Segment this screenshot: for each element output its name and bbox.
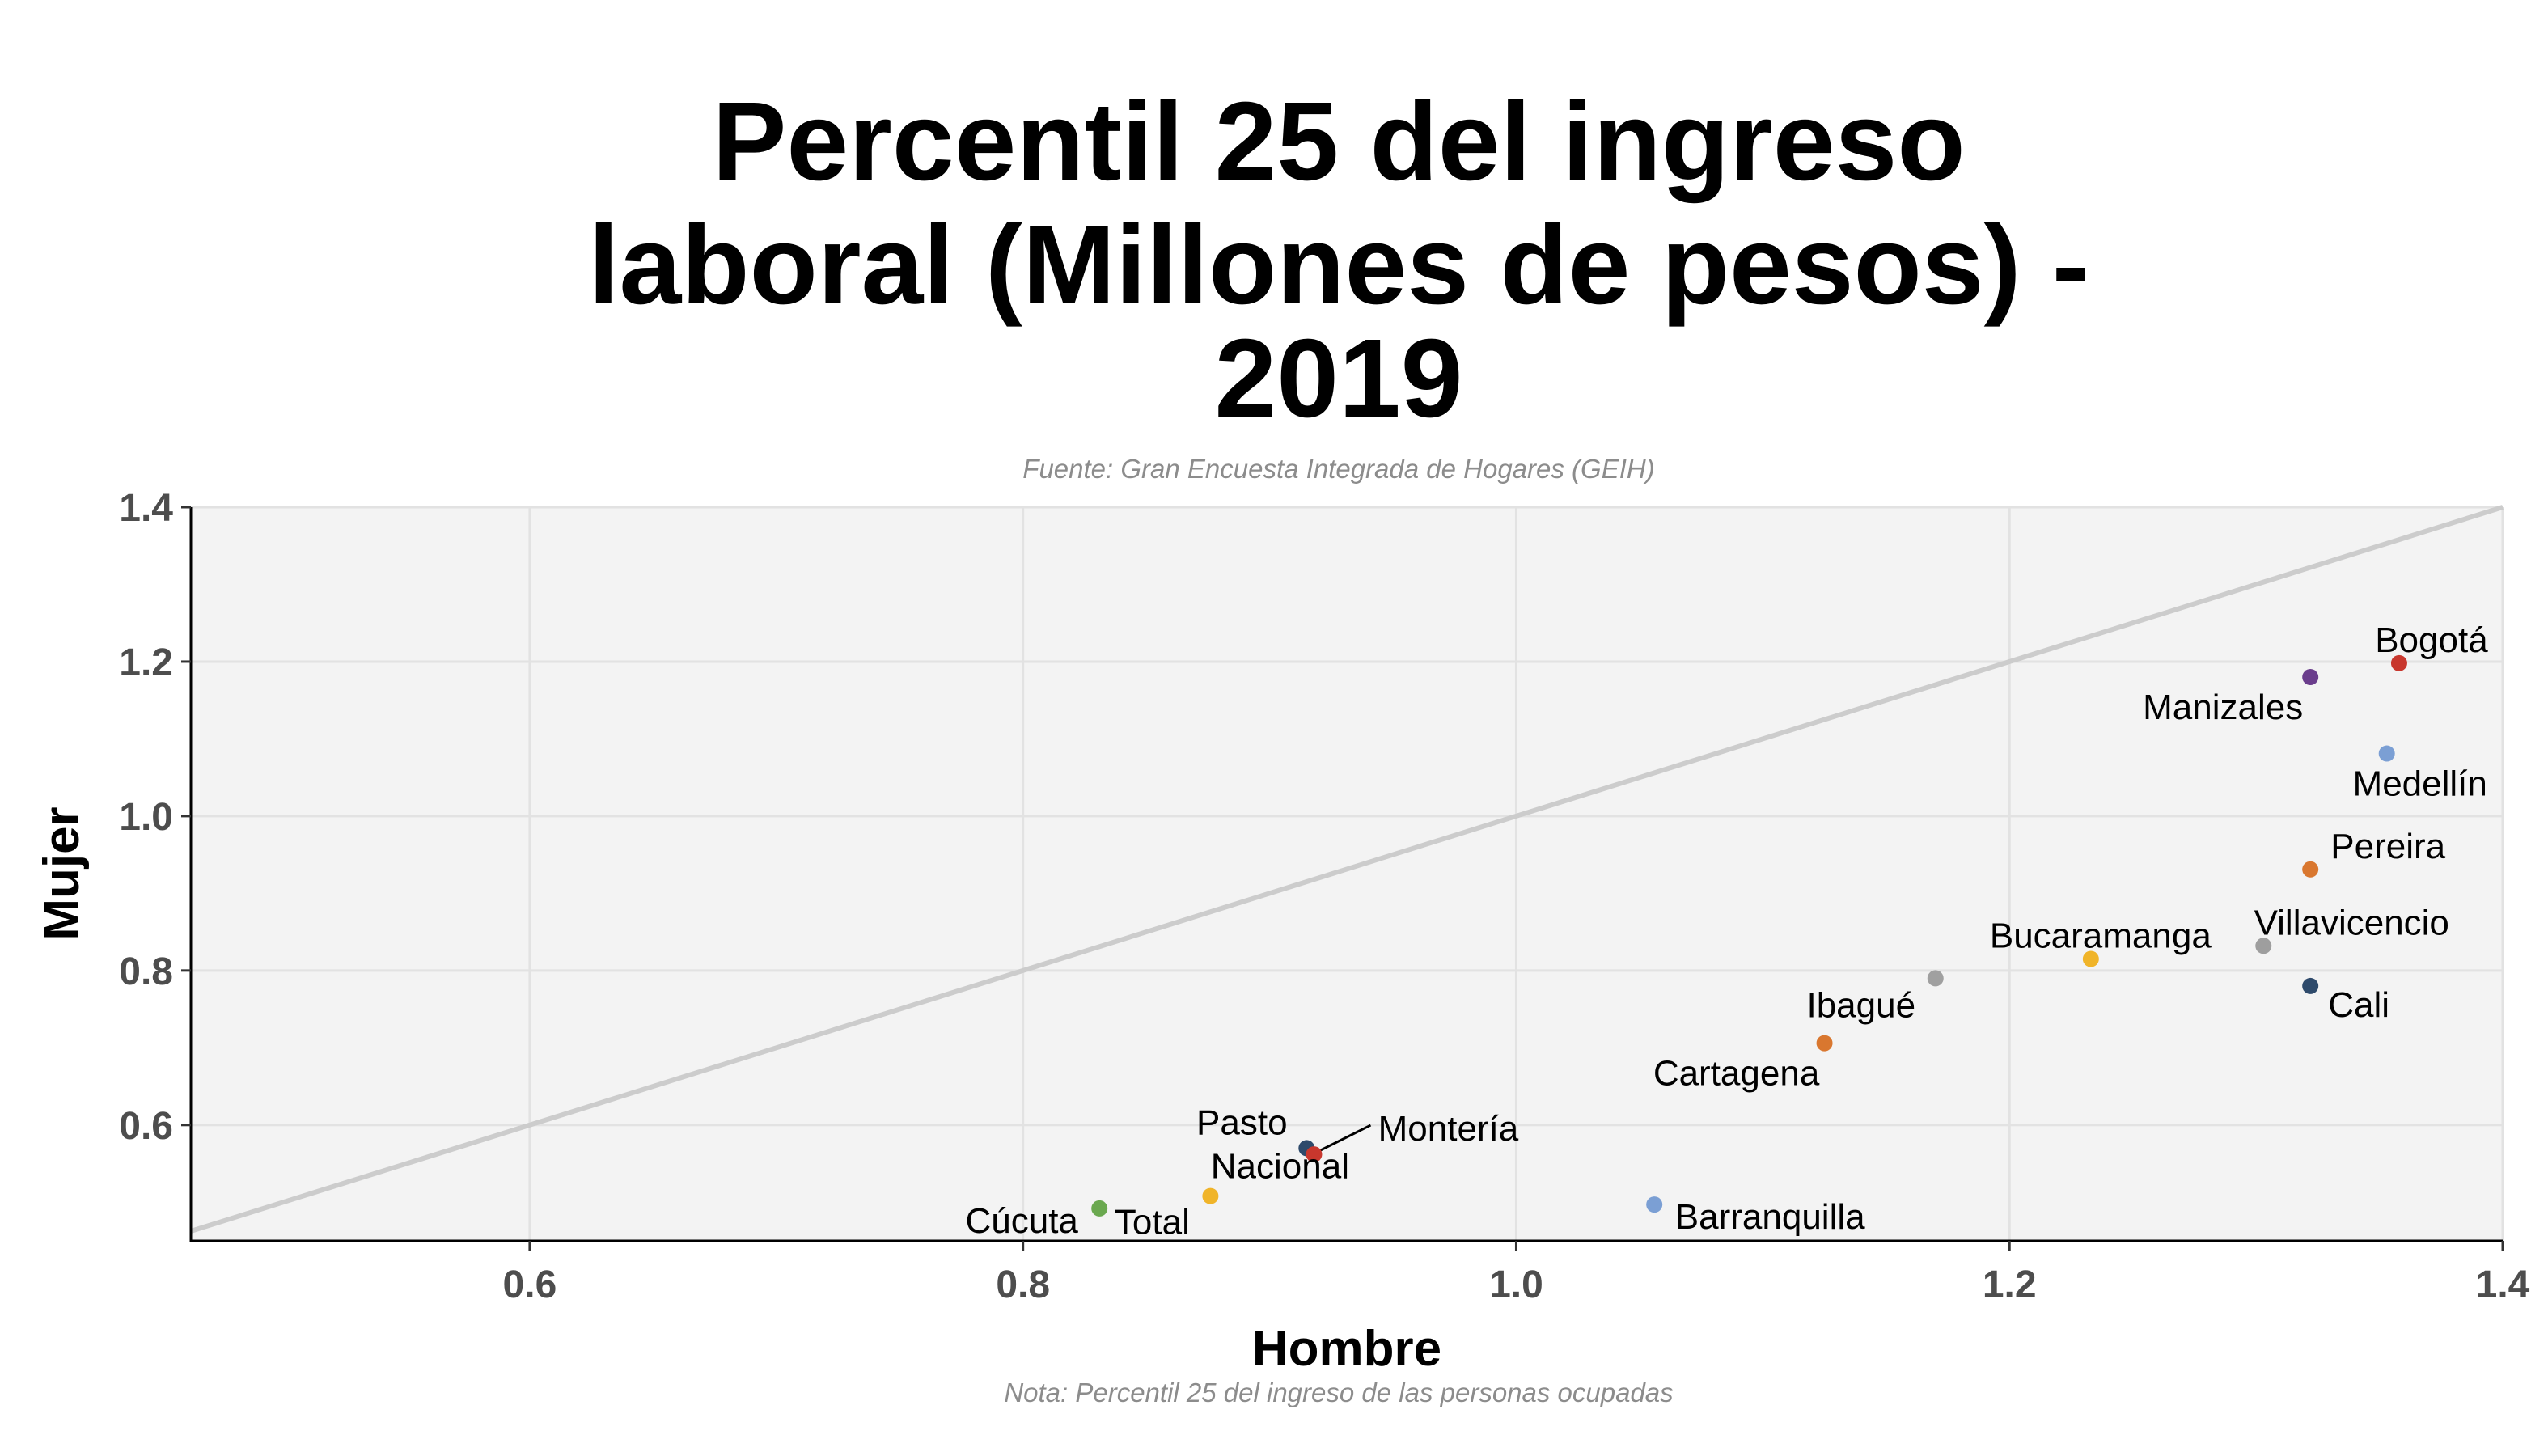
data-point (2082, 950, 2099, 967)
title-line-3: 2019 (1215, 316, 1463, 441)
data-point (1202, 1187, 1219, 1204)
y-tick-label: 1.4 (119, 487, 173, 530)
point-labels: Bogotá Manizales Medellín Pereira Villavicen… (965, 620, 2488, 1242)
point-label: Barranquilla (1675, 1197, 1865, 1237)
x-axis-title: Hombre (1252, 1321, 1441, 1377)
data-points (1091, 654, 2407, 1217)
title-line-2: laboral (Millones de pesos) - (588, 203, 2089, 328)
data-point (1816, 1035, 1833, 1052)
axes (181, 506, 2504, 1251)
chart-caption: Nota: Percentil 25 del ingreso de las pe… (1004, 1378, 1673, 1407)
label-leader-lines (1318, 1124, 1372, 1153)
point-label: Medellín (2353, 764, 2487, 804)
data-point (1306, 1146, 1323, 1163)
point-label: Nacional (1211, 1147, 1349, 1187)
title-line-1: Percentil 25 del ingreso (712, 79, 1965, 204)
data-point (1927, 970, 1944, 987)
point-label: Montería (1378, 1109, 1519, 1149)
data-point (2302, 669, 2319, 686)
chart-title: Percentil 25 del ingreso laboral (Millon… (588, 79, 2089, 441)
point-label: Pasto (1196, 1103, 1288, 1142)
data-point (2378, 745, 2395, 762)
data-point (1646, 1196, 1663, 1213)
y-tick-label: 1.0 (119, 796, 173, 839)
y-tick-label: 0.8 (119, 950, 173, 993)
grid-lines (191, 506, 2504, 1241)
point-label: Cali (2328, 985, 2389, 1025)
x-tick-label: 0.6 (503, 1263, 557, 1306)
point-label: Total (1115, 1203, 1190, 1242)
point-label: Bogotá (2375, 620, 2488, 660)
y-tick-labels: 0.6 0.8 1.0 1.2 1.4 (119, 487, 173, 1148)
data-point (2255, 938, 2272, 954)
data-point (2390, 654, 2407, 671)
label-leader-line (1318, 1124, 1372, 1153)
x-tick-label: 0.8 (996, 1263, 1050, 1306)
reference-line-layer (190, 505, 2504, 1234)
point-label: Cúcuta (965, 1201, 1078, 1241)
y-tick-label: 0.6 (119, 1105, 173, 1148)
point-label: Bucaramanga (1990, 916, 2212, 956)
data-point (2302, 861, 2319, 878)
x-tick-label: 1.0 (1489, 1263, 1543, 1306)
data-point (1091, 1200, 1108, 1217)
x-tick-label: 1.2 (1983, 1263, 2037, 1306)
point-label: Villavicencio (2254, 903, 2449, 942)
x-tick-labels: 0.6 0.8 1.0 1.2 1.4 (503, 1263, 2530, 1306)
point-label: Manizales (2143, 688, 2303, 727)
point-label: Cartagena (1653, 1054, 1820, 1094)
chart-subtitle: Fuente: Gran Encuesta Integrada de Hogar… (1022, 454, 1654, 484)
y-tick-label: 1.2 (119, 641, 173, 684)
reference-line-identity (190, 505, 2504, 1234)
data-point (2302, 977, 2319, 994)
y-axis-title: Mujer (34, 806, 90, 940)
point-label: Ibagué (1806, 985, 1915, 1025)
point-label: Pereira (2330, 827, 2445, 866)
x-tick-label: 1.4 (2476, 1263, 2530, 1306)
